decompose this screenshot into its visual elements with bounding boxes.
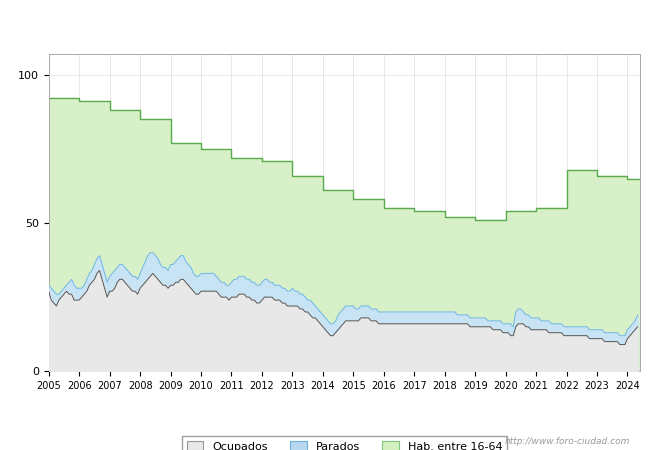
Text: Trasobares - Evolucion de la poblacion en edad de Trabajar Mayo de 2024: Trasobares - Evolucion de la poblacion e… [79, 17, 571, 30]
Text: http://www.foro-ciudad.com: http://www.foro-ciudad.com [505, 436, 630, 446]
Legend: Ocupados, Parados, Hab. entre 16-64: Ocupados, Parados, Hab. entre 16-64 [182, 436, 507, 450]
